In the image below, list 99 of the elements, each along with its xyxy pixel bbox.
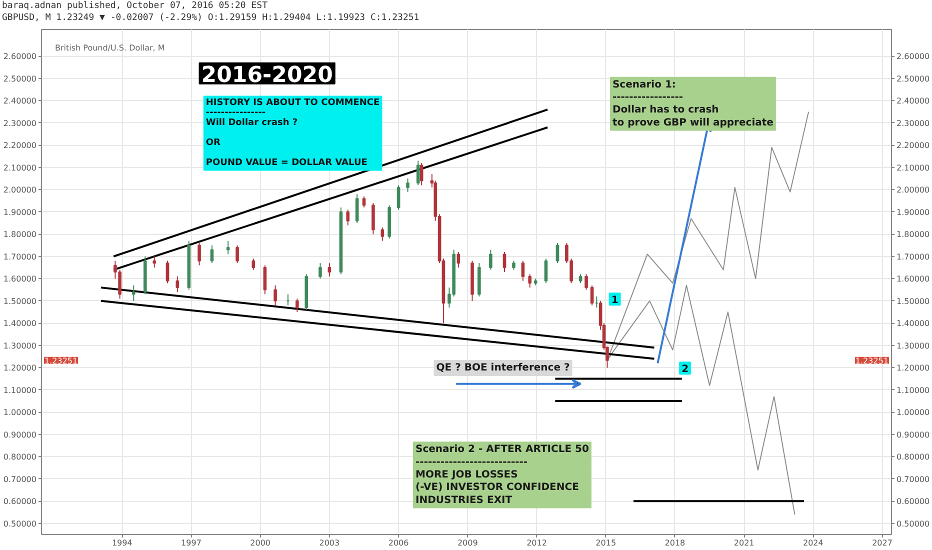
y-tick-label: 2.50000 (3, 74, 37, 84)
x-tick-label: 1994 (112, 538, 132, 548)
candlestick (502, 251, 506, 272)
y-tick-label: 1.90000 (3, 208, 37, 217)
y-tick-label: 1.80000 (3, 230, 37, 240)
y2-tick-label: 1.00000 (896, 408, 930, 418)
annotation: Scenario 2 - AFTER ARTICLE 50 --------------------------- MORE JOB LOSSES (-VE) INVESTOR CONFIDENCE INDUSTRIES EXIT (416, 444, 589, 506)
candlestick (198, 242, 201, 266)
y2-tick-label: 0.60000 (896, 497, 930, 506)
text: baraq.adnan published, October 07, 2016 05:20 EST (2, 1, 268, 11)
candlestick (132, 284, 136, 302)
y2-tick-label: 2.50000 (896, 74, 930, 84)
y-tick-label: 1.60000 (3, 274, 37, 284)
x-tick-label: 2015 (596, 538, 616, 548)
candlestick (318, 262, 322, 280)
y-tick-label: 1.20000 (3, 364, 37, 373)
annotation: HISTORY IS ABOUT TO COMMENCE ---------------- Will Dollar crash ? OR POUND VALUE = DOLLAR VALUE (206, 98, 380, 168)
candlestick (590, 284, 594, 306)
y-tick-label: 2.60000 (3, 52, 37, 62)
candlestick (396, 184, 400, 210)
y2-tick-label: 0.90000 (896, 430, 930, 440)
candlestick (584, 274, 588, 290)
y-tick-label: 0.60000 (3, 497, 37, 506)
y-tick-label: 2.10000 (3, 163, 37, 172)
candlestick (346, 209, 350, 226)
y-tick-label: 2.20000 (3, 141, 37, 150)
x-tick-label: 1997 (181, 538, 202, 548)
text: GBPUSD, M 1.23249 ▼ -0.02007 (-2.29%) O:1.29159 H:1.29404 L:1.19923 C:1.23251 (2, 13, 420, 23)
y2-tick-label: 1.30000 (896, 341, 930, 350)
y-tick-label: 1.10000 (3, 386, 37, 395)
y2-tick-label: 2.30000 (896, 118, 930, 128)
annotation: 1 (611, 295, 618, 306)
y-tick-label: 1.70000 (3, 252, 37, 262)
y2-tick-label: 0.80000 (896, 452, 930, 462)
y-tick-label: 0.80000 (3, 452, 37, 462)
x-tick-label: 2024 (803, 538, 824, 548)
candlestick (328, 262, 332, 277)
candlestick (420, 162, 424, 186)
y-tick-label: 1.00000 (3, 408, 37, 418)
y-tick-label: 0.90000 (3, 430, 37, 440)
candlestick (263, 264, 267, 295)
y2-tick-label: 2.00000 (896, 186, 930, 195)
candlestick (210, 244, 214, 264)
x-tick-label: 2021 (734, 538, 754, 548)
candlestick (544, 258, 548, 284)
y2-tick-label: 1.10000 (896, 386, 930, 395)
y2-tick-label: 1.60000 (896, 274, 930, 284)
y-tick-label: 2.40000 (3, 96, 37, 106)
x-tick-label: 2006 (388, 538, 409, 548)
annotation: Scenario 1: ----------------- Dollar has to crash to prove GBP will appreciate (612, 79, 774, 128)
candlestick (556, 242, 560, 264)
candlestick (296, 298, 299, 313)
y2-tick-label: 1.80000 (896, 230, 930, 240)
candlestick (489, 249, 492, 270)
y2-tick-label: 0.70000 (896, 474, 930, 484)
candlestick (176, 276, 180, 293)
x-tick-label: 2000 (250, 538, 271, 548)
y2-tick-label: 0.50000 (896, 519, 930, 528)
candlestick (380, 226, 384, 242)
y-tick-label: 0.50000 (3, 519, 37, 528)
y2-tick-label: 2.60000 (896, 52, 930, 62)
text: 1.23251 (855, 356, 889, 366)
y-tick-label: 0.70000 (3, 474, 37, 484)
annotation: QE ? BOE interference ? (436, 362, 570, 374)
annotation: 2 (682, 364, 689, 376)
y2-tick-label: 1.50000 (896, 296, 930, 306)
x-tick-label: 2027 (872, 538, 892, 548)
y2-tick-label: 2.10000 (896, 163, 930, 172)
y2-tick-label: 1.70000 (896, 252, 930, 262)
y2-tick-label: 2.40000 (896, 96, 930, 106)
candlestick (355, 194, 359, 224)
y2-tick-label: 2.20000 (896, 141, 930, 150)
candlestick (416, 160, 420, 186)
y-tick-label: 1.30000 (3, 341, 37, 350)
candlestick (226, 240, 230, 255)
candlestick (521, 260, 525, 282)
candlestick (252, 258, 256, 270)
candlestick (274, 284, 277, 306)
y-tick-label: 2.30000 (3, 118, 37, 128)
x-tick-label: 2009 (457, 538, 478, 548)
y2-tick-label: 1.40000 (896, 319, 930, 328)
y-tick-label: 2.00000 (3, 186, 37, 195)
x-tick-label: 2003 (319, 538, 340, 548)
candlestick (406, 178, 410, 192)
candlestick (362, 196, 366, 208)
candlestick (456, 251, 460, 268)
annotation: 2016-2020 (201, 62, 333, 88)
candlestick (528, 274, 532, 288)
y2-tick-label: 1.90000 (896, 208, 930, 217)
y-tick-label: 1.50000 (3, 296, 37, 306)
x-tick-label: 2018 (664, 538, 686, 548)
y-tick-label: 1.40000 (3, 319, 37, 328)
candlestick (152, 256, 156, 268)
candlestick (236, 244, 239, 264)
annotation: British Pound/U.S. Dollar, M (55, 44, 165, 53)
candlestick (166, 260, 170, 284)
x-tick-label: 2012 (526, 538, 547, 548)
y2-tick-label: 1.20000 (896, 364, 930, 373)
annotation: 1.23251 (44, 356, 78, 366)
